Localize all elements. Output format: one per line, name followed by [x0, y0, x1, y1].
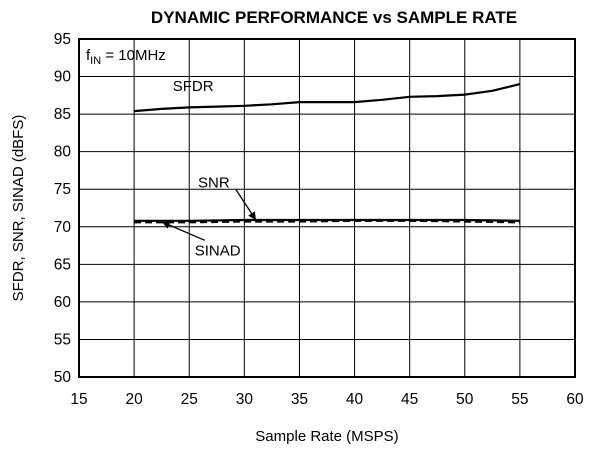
annotation-arrow-snr: [235, 189, 256, 221]
x-tick-label: 35: [291, 391, 308, 408]
series-line-sinad: [134, 219, 520, 224]
grid: [79, 39, 575, 377]
y-tick-label: 80: [54, 144, 72, 161]
x-tick-label: 45: [401, 391, 418, 408]
x-tick-labels: 15 20 25 30 35 40 45 50 55 60: [70, 391, 584, 408]
condition-subscript: IN: [90, 55, 101, 67]
y-tick-label: 50: [54, 369, 72, 386]
chart-title: DYNAMIC PERFORMANCE vs SAMPLE RATE: [151, 8, 517, 27]
condition-label: fIN = 10MHz: [86, 47, 166, 67]
x-tick-label: 40: [346, 391, 364, 408]
annotations: SFDR SNR SINAD: [161, 78, 256, 259]
condition-suffix: = 10MHz: [101, 47, 166, 64]
annotation-sfdr: SFDR: [173, 78, 214, 95]
y-tick-label: 70: [54, 219, 72, 236]
y-axis-label: SFDR, SNR, SINAD (dBFS): [10, 115, 27, 302]
y-tick-label: 55: [54, 331, 71, 348]
y-tick-label: 95: [54, 31, 71, 48]
series-line-snr: [134, 218, 520, 222]
data-series: [134, 83, 521, 224]
x-axis-label: Sample Rate (MSPS): [255, 428, 398, 445]
y-tick-label: 85: [54, 106, 71, 123]
condition-prefix: f: [86, 47, 91, 64]
x-tick-label: 55: [511, 391, 528, 408]
x-tick-label: 50: [456, 391, 474, 408]
y-tick-label: 65: [54, 256, 71, 273]
x-tick-label: 30: [236, 391, 254, 408]
x-tick-label: 20: [125, 391, 143, 408]
annotation-snr: SNR: [198, 175, 230, 192]
y-tick-label: 60: [54, 294, 72, 311]
y-tick-label: 75: [54, 181, 71, 198]
svg-text:fIN = 10MHz: fIN = 10MHz: [86, 47, 166, 67]
series-line-sfdr: [134, 83, 521, 113]
x-tick-label: 15: [70, 391, 87, 408]
y-tick-label: 90: [54, 69, 72, 86]
annotation-sinad: SINAD: [195, 242, 241, 259]
annotation-arrow-sinad: [161, 221, 205, 241]
plot-area-frame: [78, 38, 576, 378]
x-tick-label: 25: [181, 391, 198, 408]
y-tick-labels: 50 55 60 65 70 75 80 85 90 95: [54, 31, 72, 386]
x-tick-label: 60: [566, 391, 584, 408]
